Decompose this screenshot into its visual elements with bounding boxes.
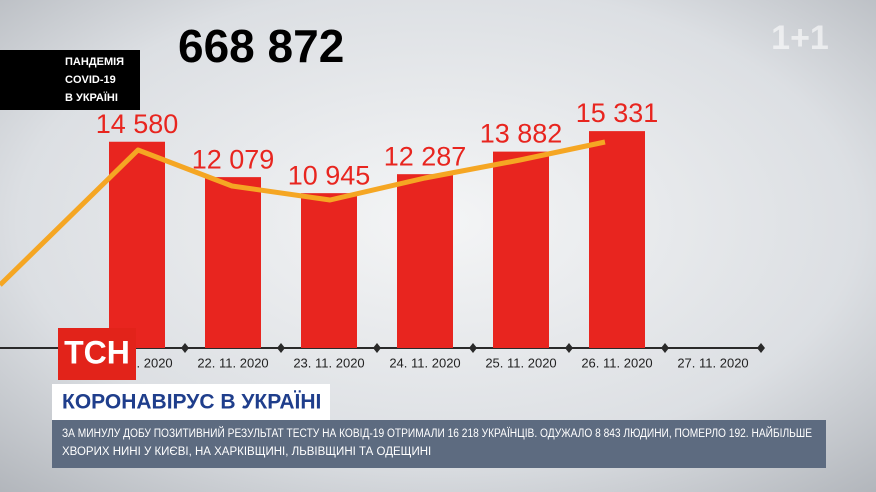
trend-line	[0, 139, 606, 287]
x-tick-label: 24. 11. 2020	[389, 355, 460, 370]
show-logo-box	[58, 328, 136, 380]
axis-marker	[757, 343, 765, 353]
bar	[301, 193, 357, 348]
axis-marker	[181, 343, 189, 353]
axis-marker	[373, 343, 381, 353]
header-line: COVID-19	[65, 74, 116, 86]
x-tick-label: 23. 11. 2020	[293, 355, 364, 370]
banner	[52, 384, 330, 420]
bar	[109, 141, 165, 348]
ticker	[52, 420, 826, 468]
axis-marker	[469, 343, 477, 353]
value-label: 15 331	[576, 98, 659, 128]
value-label: 12 287	[384, 141, 467, 171]
x-tick-label: 26. 11. 2020	[581, 355, 652, 370]
value-label: 13 882	[480, 119, 563, 149]
axis-marker	[565, 343, 573, 353]
banner-title: КОРОНАВІРУС В УКРАЇНІ	[62, 391, 321, 414]
axis-marker	[277, 343, 285, 353]
ticker-line: ЗА МИНУЛУ ДОБУ ПОЗИТИВНИЙ РЕЗУЛЬТАТ ТЕСТ…	[62, 427, 812, 440]
header-box	[0, 50, 140, 110]
value-label: 10 945	[288, 160, 371, 190]
bar	[397, 174, 453, 348]
header-line: В УКРАЇНІ	[65, 91, 118, 104]
axis-marker	[661, 343, 669, 353]
x-tick-label: 25. 11. 2020	[485, 355, 556, 370]
bar	[493, 151, 549, 348]
channel-logo: 1+1	[771, 19, 829, 57]
value-label: 14 580	[96, 109, 179, 139]
value-label: 12 079	[192, 144, 275, 174]
x-tick-label: 27. 11. 2020	[677, 355, 748, 370]
total: 668 872	[178, 20, 344, 72]
x-tick-label: 22. 11. 2020	[197, 355, 268, 370]
bar	[205, 177, 261, 348]
header-line: ПАНДЕМІЯ	[65, 56, 124, 68]
show-logo: ТСН	[64, 334, 130, 370]
bar	[589, 131, 645, 348]
ticker-line: ХВОРИХ НИНІ У КИЄВІ, НА ХАРКІВЩИНІ, ЛЬВІ…	[62, 446, 431, 458]
